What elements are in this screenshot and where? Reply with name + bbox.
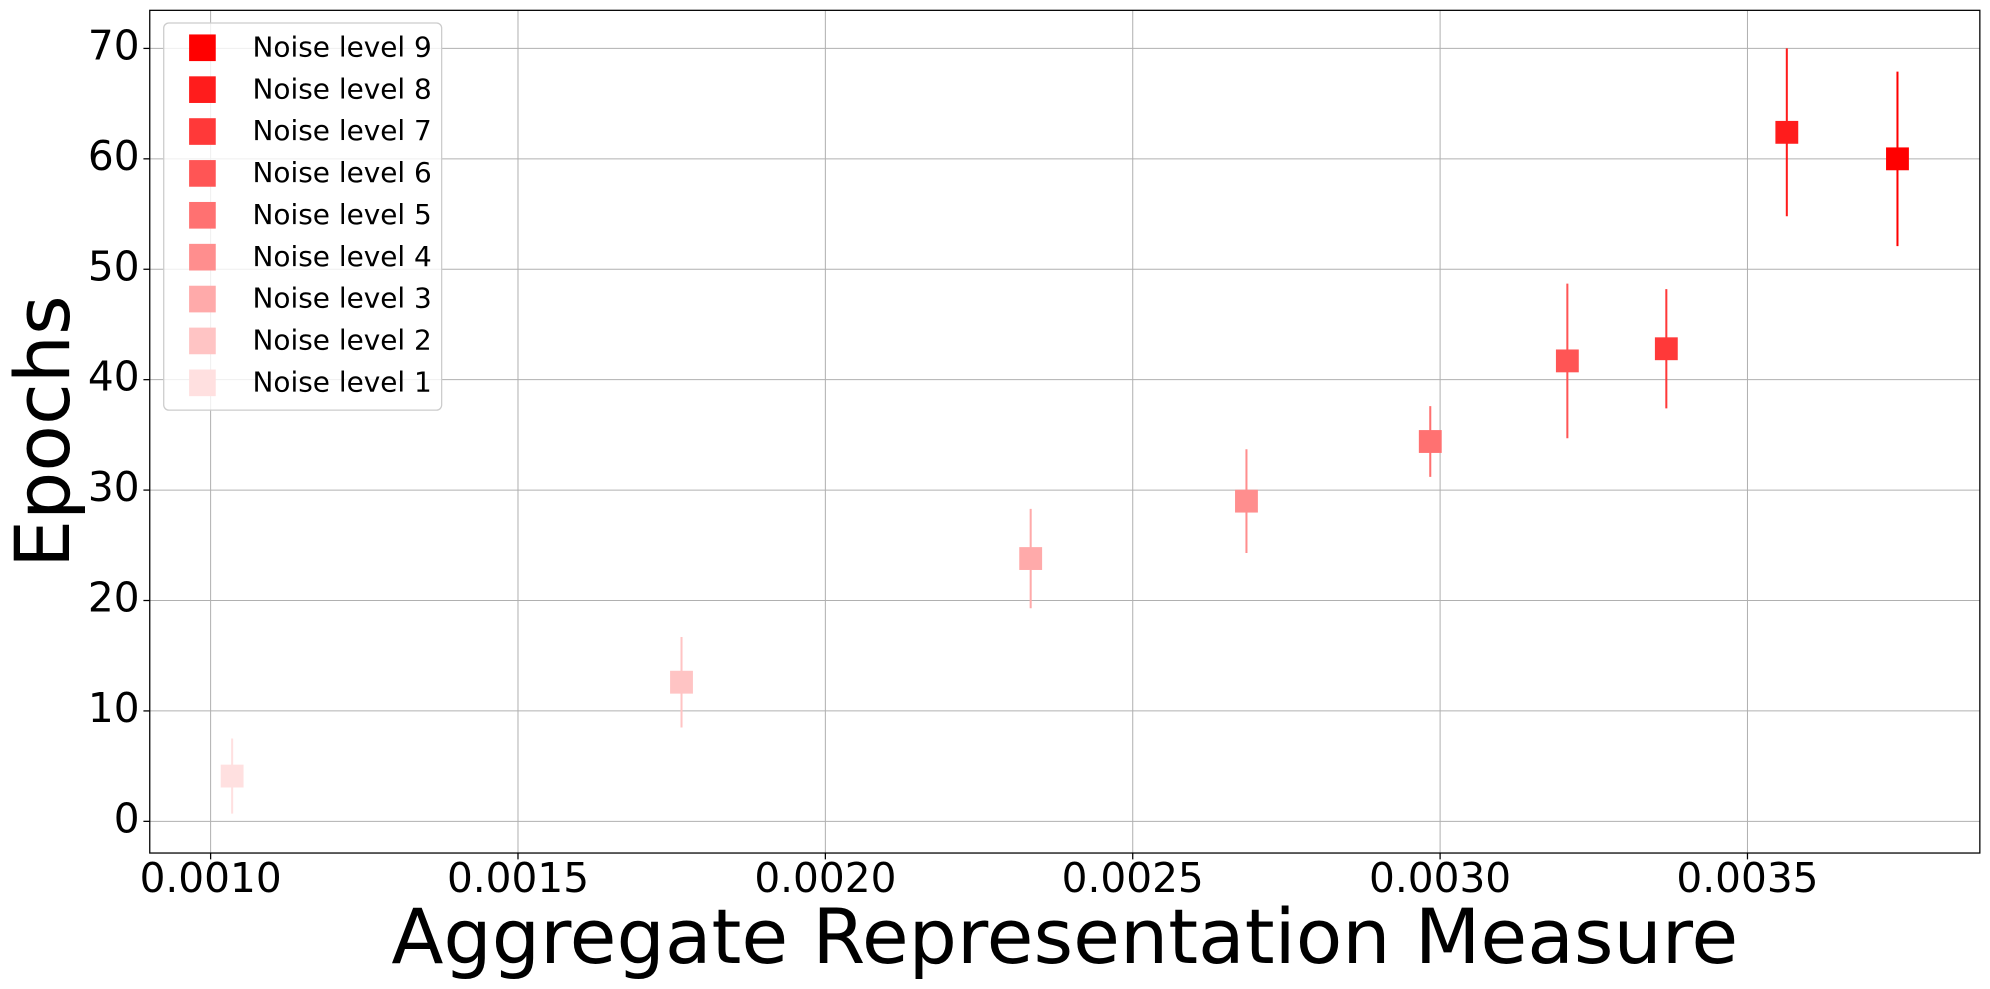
legend-label: Noise level 2 [253,324,432,357]
legend-label: Noise level 7 [253,114,432,147]
legend-marker [189,76,216,103]
marker [1886,147,1909,171]
y-tick-label: 20 [88,574,140,622]
marker [1654,337,1678,361]
marker [220,764,244,788]
marker [670,670,693,694]
legend-marker [189,369,216,397]
x-tick-label: 0.0020 [754,854,896,902]
legend-label: Noise level 1 [253,365,432,398]
y-tick-label: 10 [88,684,140,732]
y-axis-title: Epochs [0,295,87,568]
legend-label: Noise level 9 [253,30,432,63]
marker [1418,430,1442,453]
marker [1775,120,1799,144]
y-tick-label: 70 [88,21,140,69]
x-tick-label: 0.0035 [1676,854,1818,902]
legend-label: Noise level 5 [253,198,432,231]
legend: Noise level 9 Noise level 8 Noise level 7 N… [163,22,443,411]
legend-marker [189,118,216,145]
legend-marker [189,285,216,313]
marker [1555,349,1579,373]
legend-marker [189,327,216,355]
y-tick-label: 30 [88,463,140,511]
legend-label: Noise level 6 [253,156,432,189]
x-tick-label: 0.0015 [447,854,589,902]
plot-frame [149,9,1981,854]
legend-frame [163,22,443,411]
x-tick-label: 0.0010 [140,854,282,902]
y-tick-label: 40 [88,353,140,401]
y-tick-label: 50 [88,242,140,290]
y-tick-label: 0 [114,794,140,842]
legend-label: Noise level 4 [253,240,432,273]
x-axis-title: Aggregate Representation Measure [391,892,1738,981]
marker [1235,489,1258,513]
legend-marker [189,34,216,62]
marker [1019,547,1043,570]
x-tick-label: 0.0025 [1062,854,1204,902]
legend-label: Noise level 8 [253,72,432,105]
y-tick-label: 60 [88,132,140,180]
legend-marker [189,243,216,271]
x-tick-label: 0.0030 [1369,854,1511,902]
legend-label: Noise level 3 [253,282,432,315]
legend-marker [189,160,216,187]
legend-marker [189,201,216,229]
